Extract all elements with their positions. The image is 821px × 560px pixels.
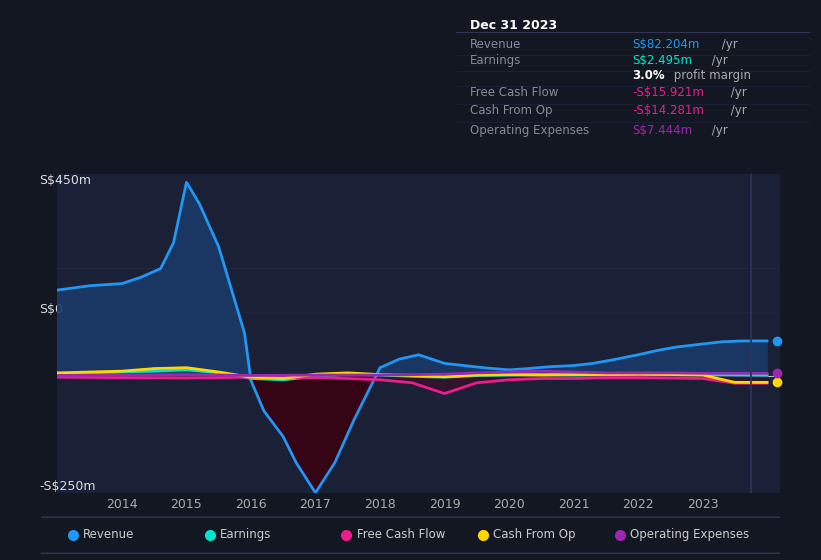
Text: Earnings: Earnings	[470, 54, 521, 67]
Text: S$7.444m: S$7.444m	[632, 124, 692, 137]
Text: -S$250m: -S$250m	[39, 480, 96, 493]
Text: Cash From Op: Cash From Op	[493, 528, 576, 542]
Text: -S$15.921m: -S$15.921m	[632, 86, 704, 100]
Text: Operating Expenses: Operating Expenses	[630, 528, 750, 542]
Text: 3.0%: 3.0%	[632, 69, 665, 82]
Text: S$0: S$0	[39, 303, 63, 316]
Text: Operating Expenses: Operating Expenses	[470, 124, 589, 137]
Text: Dec 31 2023: Dec 31 2023	[470, 19, 557, 32]
Text: /yr: /yr	[727, 86, 747, 100]
Text: Free Cash Flow: Free Cash Flow	[356, 528, 445, 542]
Text: -S$14.281m: -S$14.281m	[632, 104, 704, 117]
Text: /yr: /yr	[727, 104, 747, 117]
Text: S$2.495m: S$2.495m	[632, 54, 692, 67]
Text: /yr: /yr	[718, 38, 738, 50]
Text: Cash From Op: Cash From Op	[470, 104, 553, 117]
Text: /yr: /yr	[709, 54, 728, 67]
Text: Revenue: Revenue	[470, 38, 521, 50]
Text: Earnings: Earnings	[220, 528, 271, 542]
Text: profit margin: profit margin	[670, 69, 751, 82]
Text: Free Cash Flow: Free Cash Flow	[470, 86, 558, 100]
Text: S$450m: S$450m	[39, 174, 91, 186]
FancyBboxPatch shape	[34, 517, 787, 553]
Text: S$82.204m: S$82.204m	[632, 38, 699, 50]
Text: Revenue: Revenue	[83, 528, 135, 542]
Text: /yr: /yr	[709, 124, 728, 137]
